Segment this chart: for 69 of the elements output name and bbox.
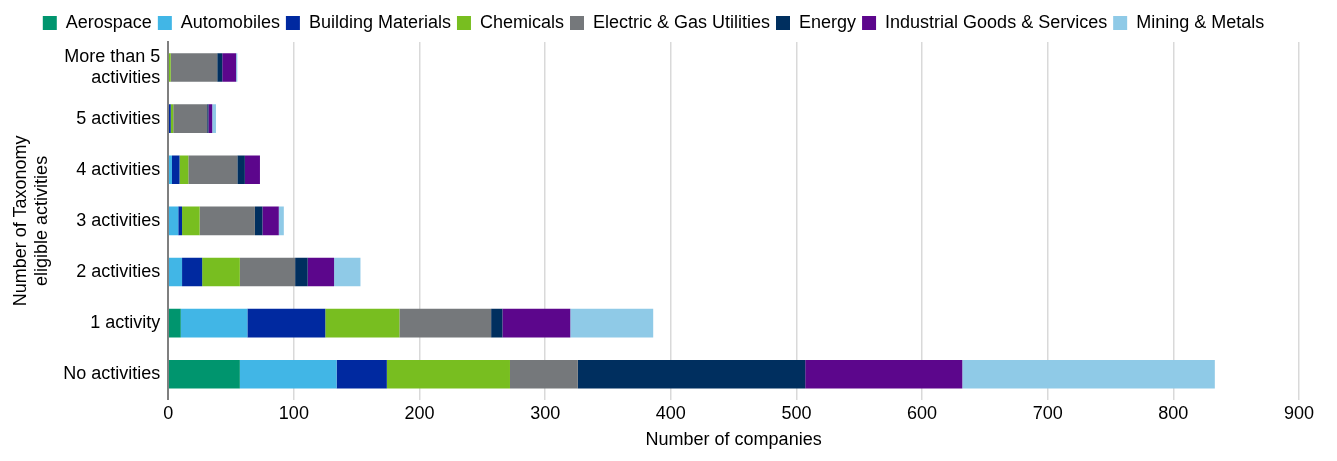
bar bbox=[178, 206, 183, 236]
bar bbox=[307, 257, 335, 287]
x-tick-label: 100 bbox=[278, 402, 309, 423]
x-tick-label: 500 bbox=[781, 402, 812, 423]
x-tick-label: 0 bbox=[163, 402, 174, 423]
bar bbox=[295, 257, 308, 287]
bar bbox=[239, 359, 337, 389]
bar bbox=[336, 359, 387, 389]
y-tick-label: No activities bbox=[63, 363, 161, 384]
y-tick-label: 4 activities bbox=[76, 158, 161, 179]
bar bbox=[509, 359, 578, 389]
legend-label: Automobiles bbox=[180, 11, 280, 32]
bar bbox=[168, 206, 179, 236]
x-tick-label: 300 bbox=[530, 402, 561, 423]
bar bbox=[188, 155, 238, 185]
bar bbox=[182, 257, 203, 287]
x-axis-title: Number of companies bbox=[645, 429, 822, 450]
bar bbox=[179, 155, 189, 185]
y-tick-label: 1 activity bbox=[90, 312, 161, 333]
bar bbox=[173, 104, 208, 133]
legend-label: Chemicals bbox=[479, 11, 564, 32]
y-tick-label: 2 activities bbox=[76, 260, 161, 281]
bar bbox=[168, 359, 240, 389]
x-tick-label: 200 bbox=[404, 402, 435, 423]
bar bbox=[180, 308, 248, 338]
bar bbox=[577, 359, 806, 389]
legend-label: Mining & Metals bbox=[1136, 11, 1265, 32]
bar bbox=[222, 53, 237, 82]
x-tick-label: 400 bbox=[655, 402, 686, 423]
y-tick-label: 5 activities bbox=[76, 107, 161, 128]
y-tick-label: 3 activities bbox=[76, 209, 161, 230]
bar bbox=[399, 308, 492, 338]
bar bbox=[217, 53, 223, 82]
bar bbox=[334, 257, 361, 287]
bar bbox=[491, 308, 503, 338]
bar bbox=[805, 359, 963, 389]
x-tick-label: 600 bbox=[907, 402, 938, 423]
legend-label: Electric & Gas Utilities bbox=[592, 11, 771, 32]
bar bbox=[247, 308, 326, 338]
bar bbox=[212, 104, 216, 133]
bar bbox=[262, 206, 279, 236]
bar bbox=[168, 155, 172, 185]
y-axis-title: Number of Taxonomy eligible activities bbox=[9, 135, 52, 307]
bar bbox=[244, 155, 260, 185]
bar bbox=[502, 308, 571, 338]
bar bbox=[570, 308, 654, 338]
bar bbox=[168, 308, 181, 338]
legend-label: Building Materials bbox=[308, 11, 451, 32]
x-tick-label: 700 bbox=[1032, 402, 1063, 423]
bar bbox=[278, 206, 284, 236]
bar bbox=[199, 206, 255, 236]
legend-label: Energy bbox=[799, 11, 857, 32]
bar bbox=[962, 359, 1215, 389]
bar bbox=[208, 104, 213, 133]
bar bbox=[182, 206, 200, 236]
bar bbox=[254, 206, 263, 236]
y-tick-label: More than 5 activities bbox=[64, 45, 161, 88]
bar bbox=[168, 257, 183, 287]
bar bbox=[386, 359, 510, 389]
bar bbox=[325, 308, 400, 338]
bar bbox=[170, 53, 218, 82]
bar bbox=[239, 257, 296, 287]
bar bbox=[172, 155, 180, 185]
legend-label: Industrial Goods & Services bbox=[885, 11, 1108, 32]
x-tick-label: 800 bbox=[1158, 402, 1189, 423]
x-tick-label: 900 bbox=[1283, 402, 1315, 423]
bar bbox=[237, 155, 245, 185]
legend-label: Aerospace bbox=[65, 11, 152, 32]
bar bbox=[202, 257, 240, 287]
